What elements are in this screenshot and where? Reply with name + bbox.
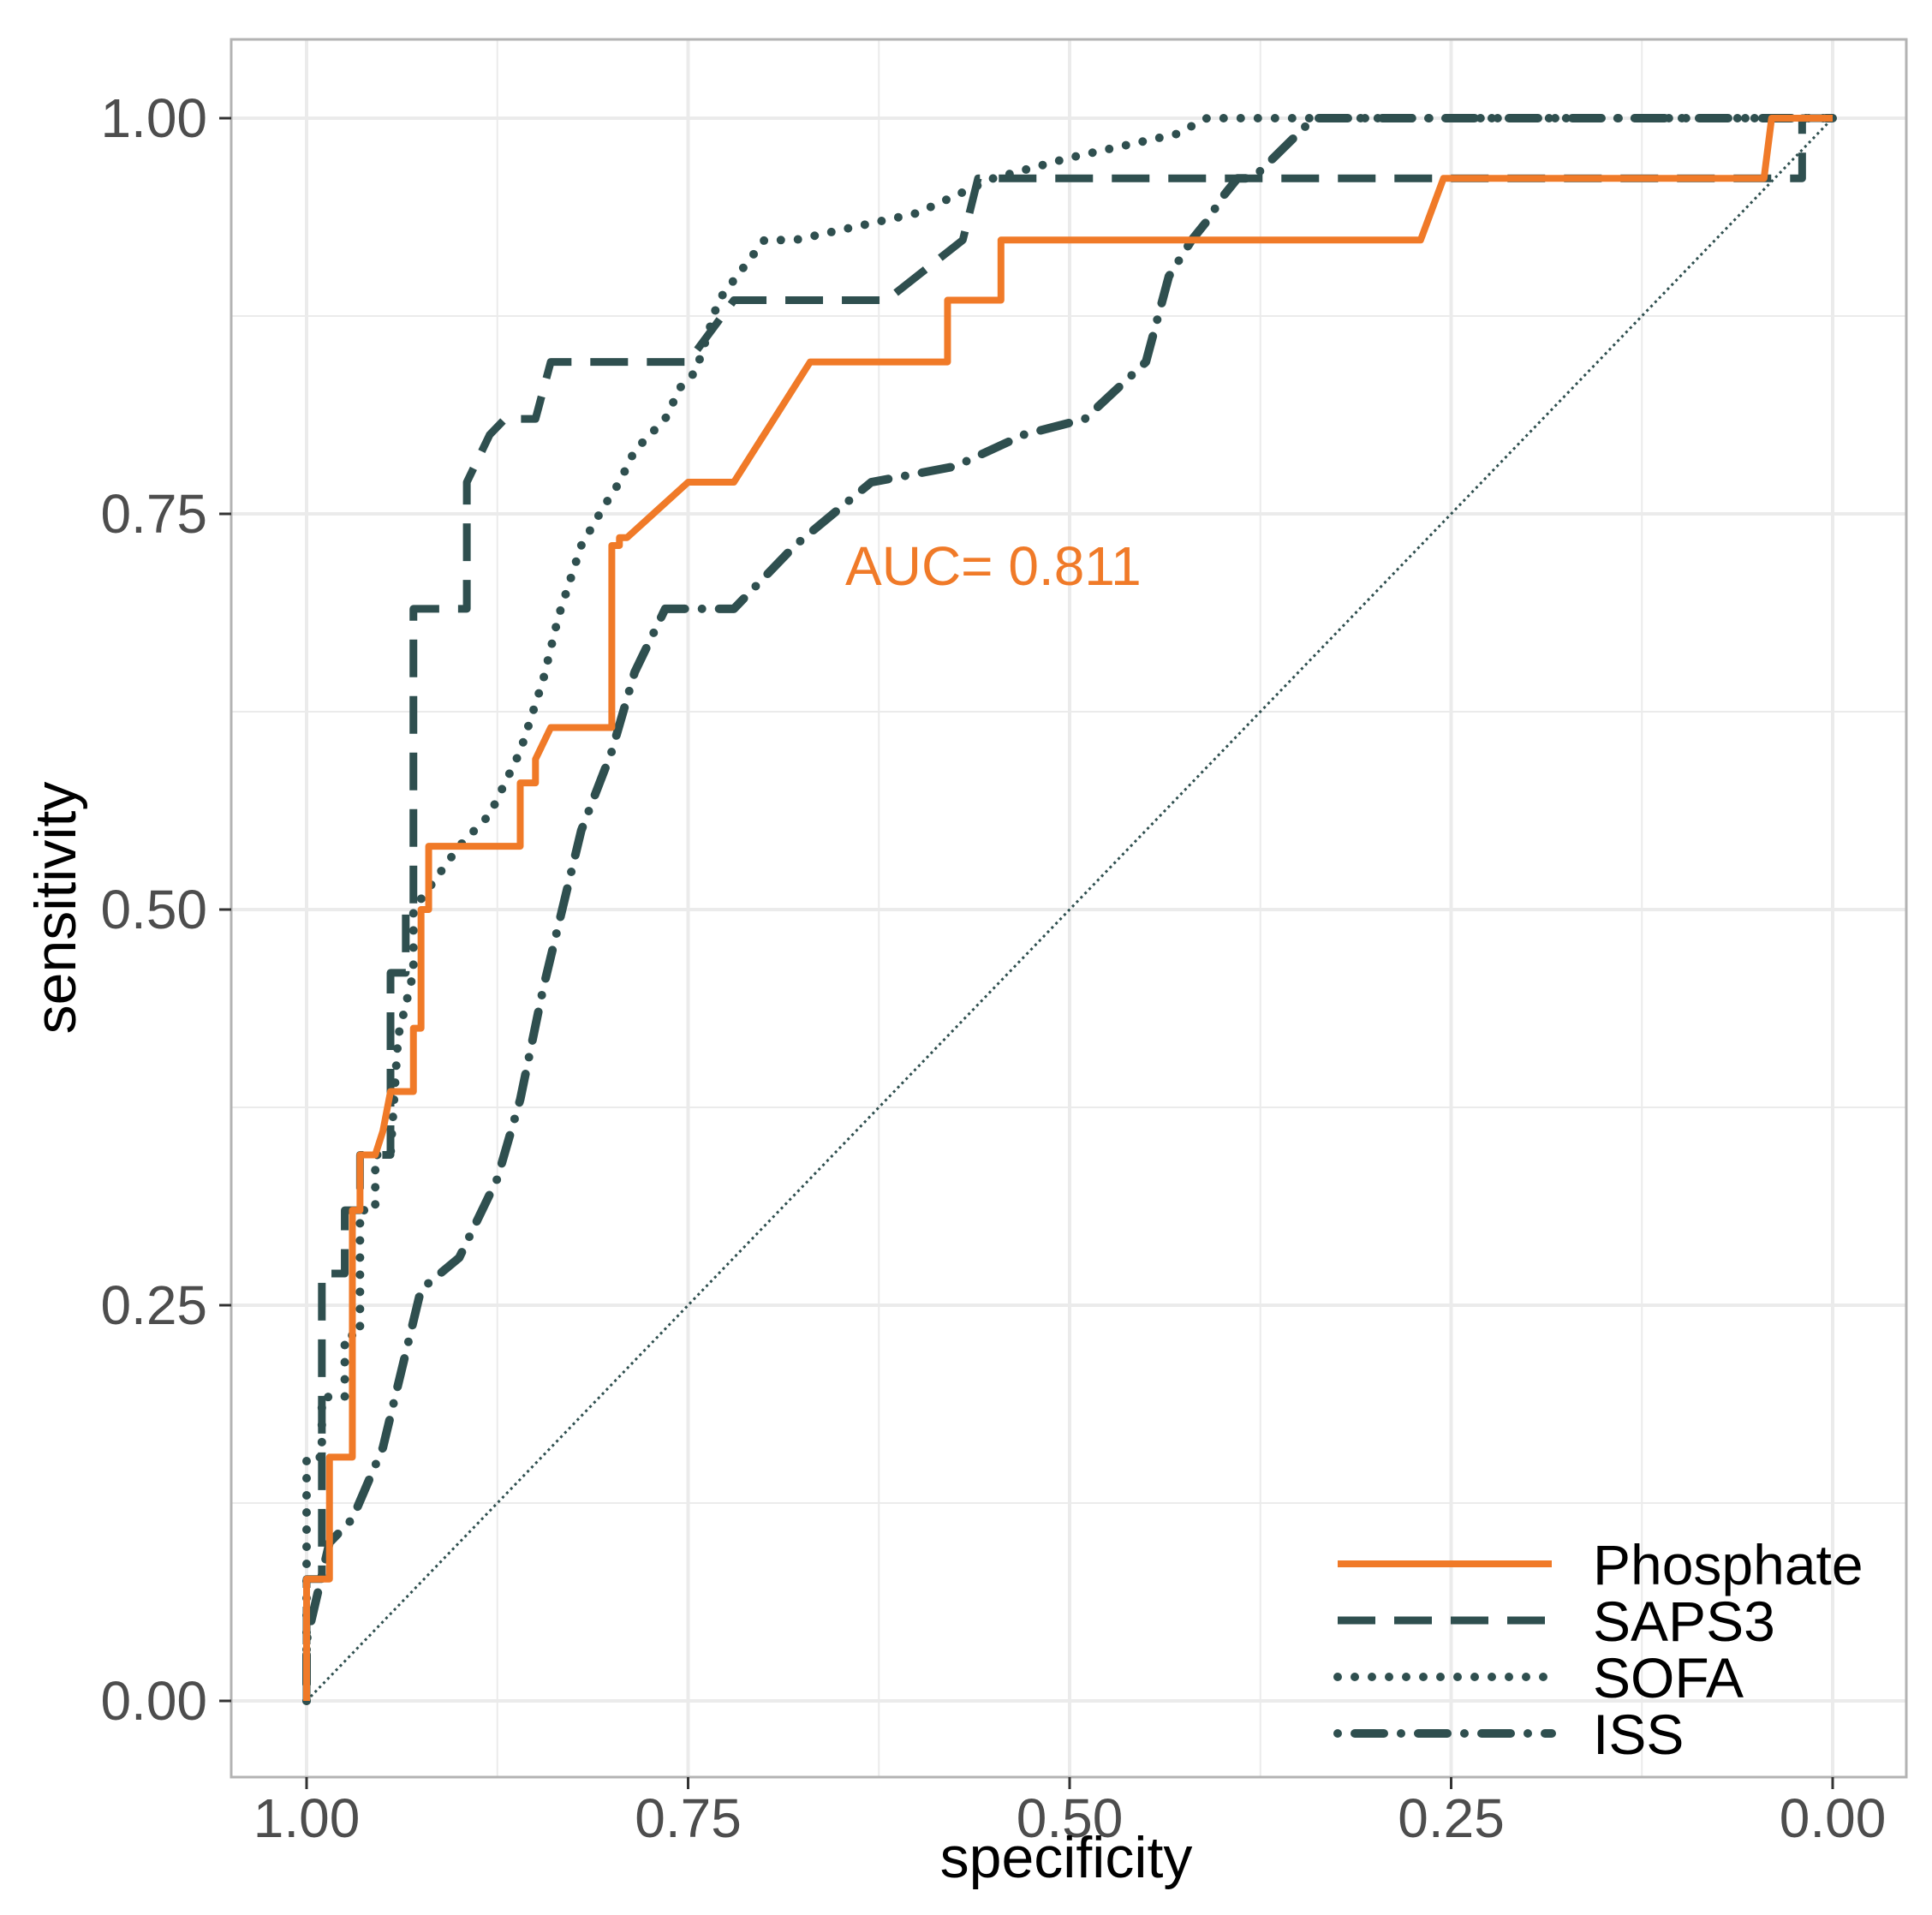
legend-label-iss: ISS bbox=[1593, 1703, 1684, 1766]
x-tick-label: 0.50 bbox=[1017, 1787, 1124, 1849]
x-tick-label: 1.00 bbox=[253, 1787, 361, 1849]
roc-curves bbox=[302, 114, 1837, 1705]
y-tick-label: 0.50 bbox=[100, 879, 207, 940]
x-tick-label: 0.75 bbox=[635, 1787, 742, 1849]
y-tick-label: 0.00 bbox=[100, 1670, 207, 1732]
x-axis-title: specificity bbox=[940, 1825, 1193, 1890]
reference-diagonal-line bbox=[305, 116, 1834, 1703]
series-line-iss bbox=[302, 114, 1837, 1705]
x-axis-ticks: 1.00 0.75 0.50 0.25 0.00 bbox=[253, 1777, 1887, 1849]
y-axis-ticks: 0.00 0.25 0.50 0.75 1.00 bbox=[100, 87, 231, 1732]
reference-diagonal bbox=[305, 116, 1834, 1703]
legend-label-sofa: SOFA bbox=[1593, 1646, 1744, 1709]
series-line-saps3 bbox=[302, 114, 1833, 1701]
y-tick-label: 0.75 bbox=[100, 483, 207, 545]
auc-annotation: AUC= 0.811 bbox=[845, 535, 1142, 597]
series-line-sofa bbox=[302, 114, 1837, 1705]
x-tick-label: 0.00 bbox=[1780, 1787, 1887, 1849]
y-tick-label: 0.25 bbox=[100, 1274, 207, 1336]
legend-label-phosphate: Phosphate bbox=[1593, 1533, 1863, 1596]
series-line-phosphate bbox=[303, 115, 1833, 1701]
y-tick-label: 1.00 bbox=[100, 87, 207, 149]
y-axis-title: sensitivity bbox=[23, 782, 88, 1035]
x-tick-label: 0.25 bbox=[1398, 1787, 1505, 1849]
legend-label-saps3: SAPS3 bbox=[1593, 1590, 1775, 1653]
